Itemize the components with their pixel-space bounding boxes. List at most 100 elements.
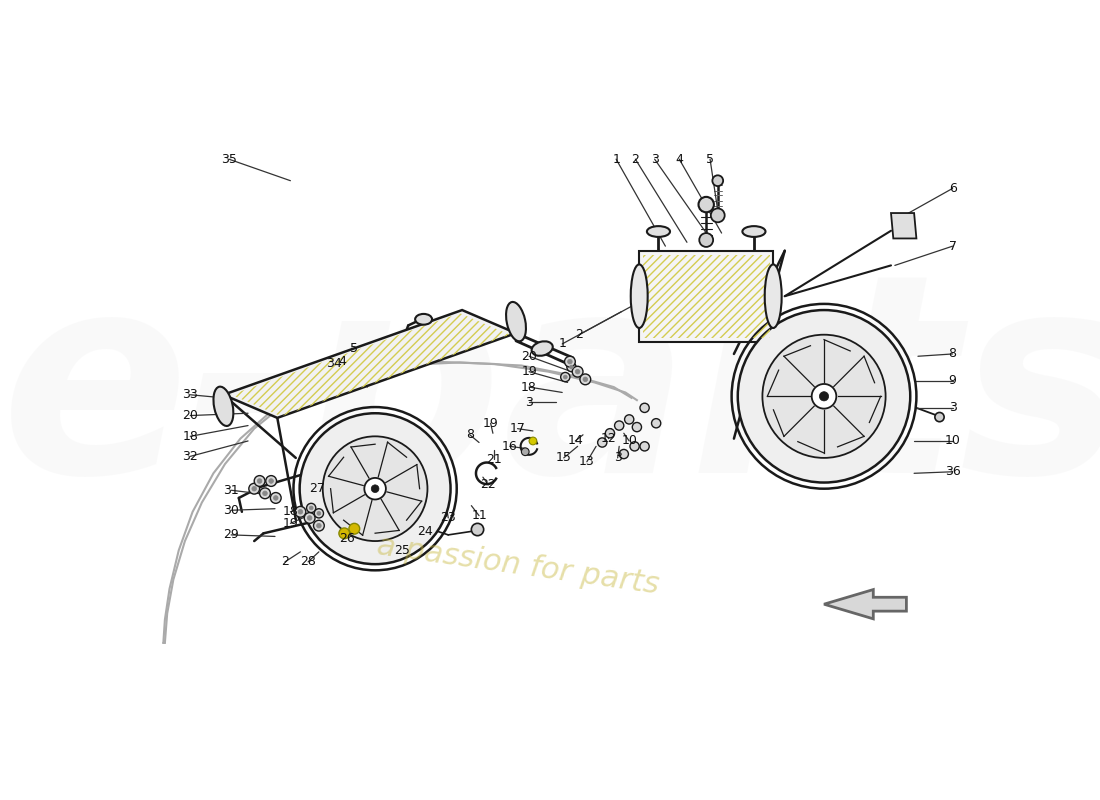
Circle shape — [309, 506, 313, 510]
Text: 4: 4 — [338, 355, 345, 368]
Text: a passion for parts: a passion for parts — [374, 531, 661, 600]
Text: 8: 8 — [465, 428, 474, 442]
Circle shape — [295, 506, 306, 517]
Text: 2: 2 — [631, 153, 639, 166]
Text: 8: 8 — [948, 347, 957, 361]
Circle shape — [307, 503, 316, 513]
Circle shape — [274, 496, 278, 500]
Circle shape — [299, 414, 451, 564]
Text: 7: 7 — [948, 240, 957, 253]
Text: 6: 6 — [948, 182, 957, 195]
Circle shape — [619, 450, 628, 458]
Circle shape — [372, 485, 378, 493]
Circle shape — [625, 414, 634, 424]
Text: 10: 10 — [945, 434, 960, 447]
Circle shape — [597, 438, 607, 447]
Polygon shape — [891, 213, 916, 238]
Circle shape — [566, 362, 576, 372]
Text: 19: 19 — [521, 365, 537, 378]
Circle shape — [640, 442, 649, 451]
Text: 3: 3 — [525, 396, 533, 409]
Text: 35: 35 — [221, 153, 236, 166]
Circle shape — [711, 209, 725, 222]
Circle shape — [713, 175, 723, 186]
Text: 20: 20 — [183, 409, 198, 422]
Text: 3: 3 — [651, 153, 659, 166]
Text: 30: 30 — [223, 504, 239, 517]
Text: 4: 4 — [675, 153, 683, 166]
Circle shape — [762, 334, 886, 458]
Text: 19: 19 — [483, 417, 498, 430]
Circle shape — [257, 478, 262, 483]
Circle shape — [254, 476, 265, 486]
Circle shape — [314, 520, 324, 531]
Circle shape — [317, 523, 321, 528]
Circle shape — [615, 421, 624, 430]
Text: 17: 17 — [509, 422, 526, 435]
Circle shape — [268, 478, 274, 483]
Circle shape — [260, 488, 271, 498]
Text: 10: 10 — [621, 434, 637, 447]
Circle shape — [570, 365, 573, 369]
Text: 28: 28 — [300, 555, 316, 568]
Polygon shape — [824, 590, 906, 619]
Circle shape — [252, 486, 256, 491]
Ellipse shape — [764, 264, 782, 328]
Bar — [644, 254, 770, 338]
Circle shape — [298, 510, 302, 514]
Circle shape — [263, 491, 267, 496]
Text: 23: 23 — [440, 511, 456, 525]
Circle shape — [271, 493, 282, 503]
Circle shape — [322, 436, 428, 541]
Circle shape — [315, 509, 323, 518]
Circle shape — [812, 384, 836, 409]
Ellipse shape — [647, 226, 670, 237]
Text: e-parts: e-parts — [1, 262, 1100, 531]
Text: 14: 14 — [568, 434, 583, 447]
Text: 13: 13 — [579, 455, 595, 468]
Circle shape — [700, 233, 713, 247]
Text: 5: 5 — [350, 342, 359, 355]
Text: 2: 2 — [282, 555, 289, 568]
Circle shape — [575, 370, 580, 374]
Circle shape — [561, 373, 570, 382]
Text: 18: 18 — [521, 381, 537, 394]
Text: 5: 5 — [706, 153, 714, 166]
Circle shape — [266, 476, 276, 486]
Text: 15: 15 — [556, 451, 572, 464]
Text: 22: 22 — [481, 478, 496, 491]
Polygon shape — [639, 250, 773, 342]
Text: 34: 34 — [327, 358, 342, 370]
Polygon shape — [223, 310, 516, 418]
Circle shape — [632, 422, 641, 432]
Text: 3: 3 — [614, 451, 622, 464]
Circle shape — [568, 359, 572, 364]
Text: 25: 25 — [394, 544, 410, 557]
Circle shape — [317, 511, 321, 515]
Circle shape — [651, 418, 661, 428]
Ellipse shape — [742, 226, 766, 237]
Text: 18: 18 — [283, 506, 298, 518]
Circle shape — [471, 523, 484, 536]
Circle shape — [605, 429, 615, 438]
Circle shape — [630, 442, 639, 451]
Text: 12: 12 — [601, 432, 616, 445]
Text: 21: 21 — [486, 453, 503, 466]
Circle shape — [349, 523, 360, 534]
Text: 20: 20 — [521, 350, 537, 362]
Text: 27: 27 — [309, 482, 326, 495]
Circle shape — [935, 413, 944, 422]
Circle shape — [339, 528, 350, 538]
Ellipse shape — [415, 314, 432, 325]
Circle shape — [521, 448, 529, 455]
Ellipse shape — [630, 264, 648, 328]
Circle shape — [572, 366, 583, 377]
Circle shape — [364, 478, 386, 499]
Circle shape — [305, 513, 315, 523]
Ellipse shape — [506, 302, 526, 342]
Circle shape — [698, 197, 714, 212]
Circle shape — [580, 374, 591, 385]
Text: 24: 24 — [417, 525, 433, 538]
Text: 16: 16 — [502, 440, 518, 453]
Text: 26: 26 — [339, 532, 354, 546]
